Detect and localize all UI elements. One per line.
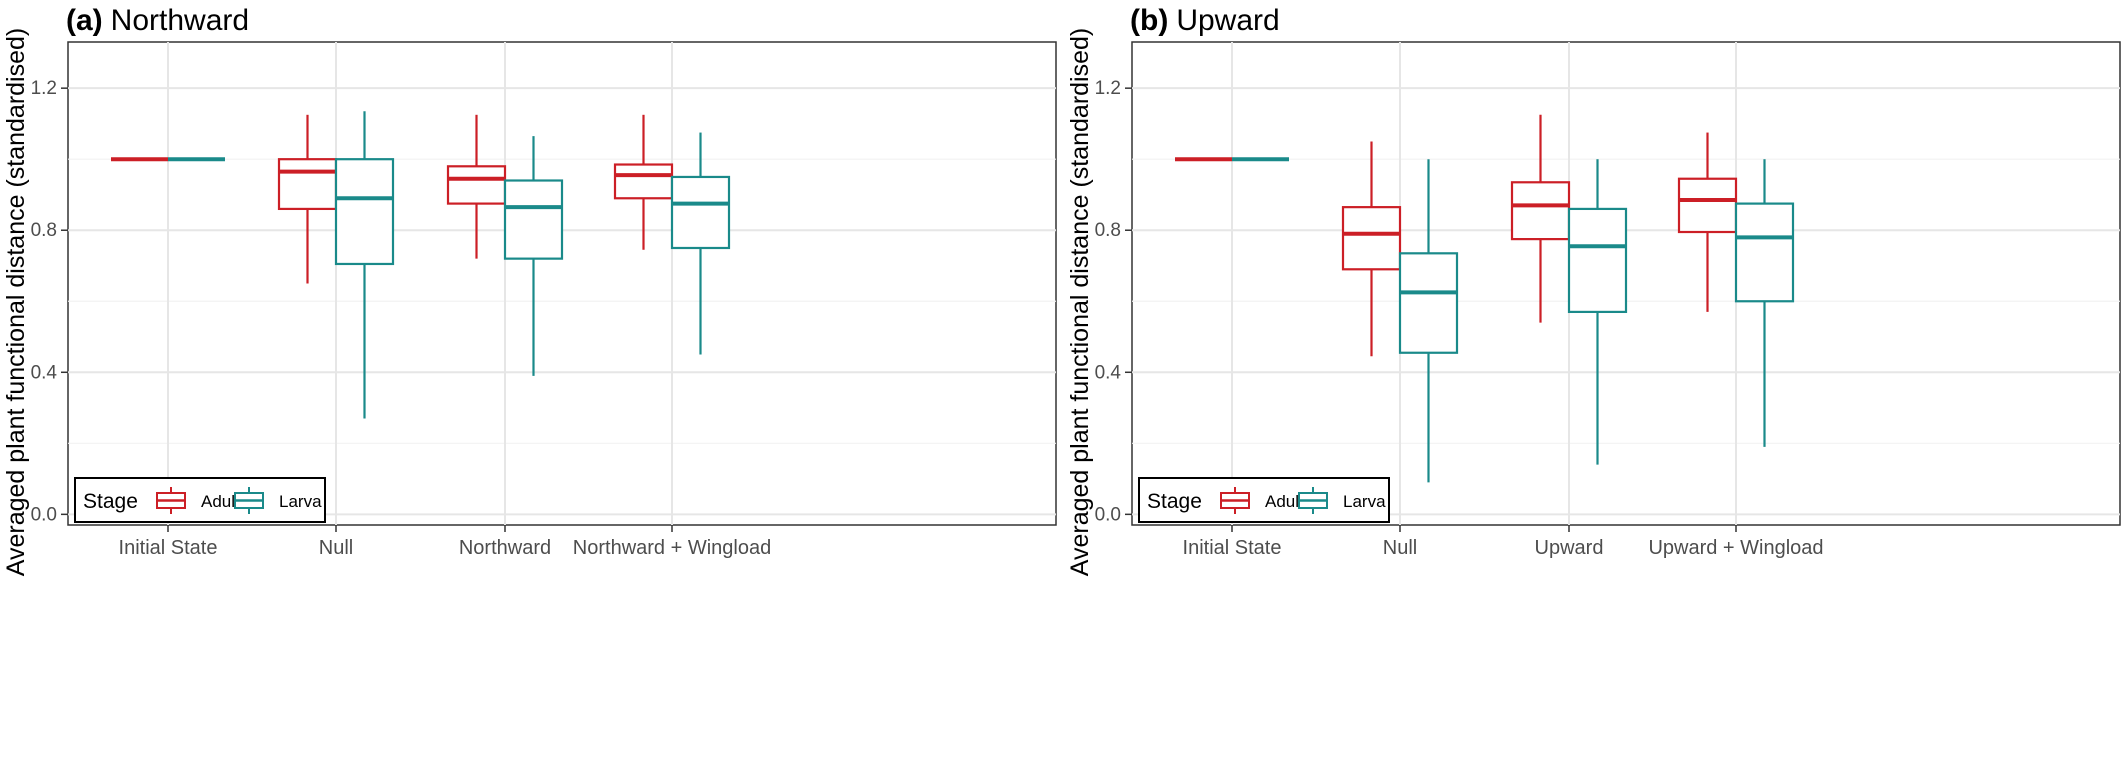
legend: Stage Adult Larva <box>74 477 326 523</box>
box-adult <box>613 114 674 250</box>
x-tick-label: Northward <box>459 537 551 559</box>
legend-label-larva: Larva <box>1343 492 1386 511</box>
panel-title: (b) Upward <box>1130 4 1280 37</box>
y-tick-label: 1.2 <box>31 78 57 99</box>
y-tick-label: 0.0 <box>31 504 57 525</box>
panel-title-text: Northward <box>111 4 249 37</box>
legend-box <box>1138 477 1390 523</box>
box-larva <box>1398 159 1459 483</box>
boxes-layer <box>1175 114 1795 483</box>
panel-tag: (a) <box>66 4 103 37</box>
box-iqr <box>277 158 338 211</box>
box-iqr <box>1734 202 1795 303</box>
box-larva <box>1567 159 1628 465</box>
y-axis: 0.0 0.4 0.8 1.2 <box>31 78 68 525</box>
y-tick-label: 0.4 <box>1095 362 1122 383</box>
panel-title: (a) Northward <box>66 4 249 37</box>
legend-title: Stage <box>83 490 138 513</box>
x-tick-label: Upward <box>1535 537 1604 559</box>
box-iqr <box>1510 181 1571 241</box>
y-axis: 0.0 0.4 0.8 1.2 <box>1095 78 1132 525</box>
boxes-layer <box>111 111 731 419</box>
x-axis: Initial State Null Upward Upward + Wingload <box>1183 525 1824 559</box>
box-iqr <box>1677 177 1738 234</box>
legend: Stage Adult Larva <box>1138 477 1390 523</box>
legend-label-adult: Adult <box>201 492 240 511</box>
box-adult <box>1510 114 1571 323</box>
y-tick-label: 0.8 <box>31 220 57 241</box>
box-iqr <box>1567 207 1628 314</box>
legend-box <box>74 477 326 523</box>
legend-key-larva <box>1298 487 1328 514</box>
x-tick-label: Upward + Wingload <box>1648 537 1823 559</box>
box-adult <box>446 114 507 259</box>
box-larva <box>503 136 564 376</box>
x-tick-label: Initial State <box>119 537 218 559</box>
panel-upward: (b) Upward 0.0 0.4 0.8 1.2 Initial State Null… <box>1064 0 2128 761</box>
box-adult <box>1677 132 1738 312</box>
legend-title: Stage <box>1147 490 1202 513</box>
box-iqr <box>1341 206 1402 271</box>
legend-label-adult: Adult <box>1265 492 1304 511</box>
legend-key-adult <box>1220 487 1250 514</box>
y-tick-label: 1.2 <box>1095 78 1121 99</box>
box-iqr <box>446 165 507 205</box>
x-tick-label: Null <box>1383 537 1417 559</box>
x-tick-label: Null <box>319 537 353 559</box>
panel-title-text: Upward <box>1176 4 1279 37</box>
box-iqr <box>334 158 395 266</box>
y-axis-label: Averaged plant functional distance (stan… <box>2 28 30 577</box>
box-adult <box>1341 141 1402 357</box>
box-iqr <box>1398 252 1459 354</box>
box-iqr <box>503 179 564 260</box>
boxplot-upward: (b) Upward 0.00.40.81.2 Initial State Null… <box>1066 4 2121 577</box>
x-tick-label: Initial State <box>1183 537 1282 559</box>
legend-key-adult <box>156 487 186 514</box>
plot-background <box>67 41 1057 526</box>
boxplot-northward: (a) Northward 0.00.40.81.2 Initial State N… <box>2 4 1057 577</box>
y-tick-label: 0.4 <box>31 362 58 383</box>
x-tick-label: Northward + Wingload <box>573 537 771 559</box>
legend-key-larva <box>234 487 264 514</box>
y-tick-label: 0.8 <box>1095 220 1121 241</box>
y-axis-label: Averaged plant functional distance (stan… <box>1066 28 1094 577</box>
y-tick-label: 0.0 <box>1095 504 1121 525</box>
box-larva <box>670 132 731 355</box>
panel-tag: (b) <box>1130 4 1168 37</box>
box-iqr <box>670 175 731 250</box>
box-larva <box>1734 159 1795 447</box>
box-iqr <box>613 163 674 200</box>
panel-northward: (a) Northward 0.0 0.4 0.8 1.2 Initial State N… <box>2 4 1057 577</box>
x-axis: Initial State Null Northward Northward + Wi… <box>119 525 771 559</box>
box-larva <box>334 111 395 419</box>
legend-label-larva: Larva <box>279 492 322 511</box>
